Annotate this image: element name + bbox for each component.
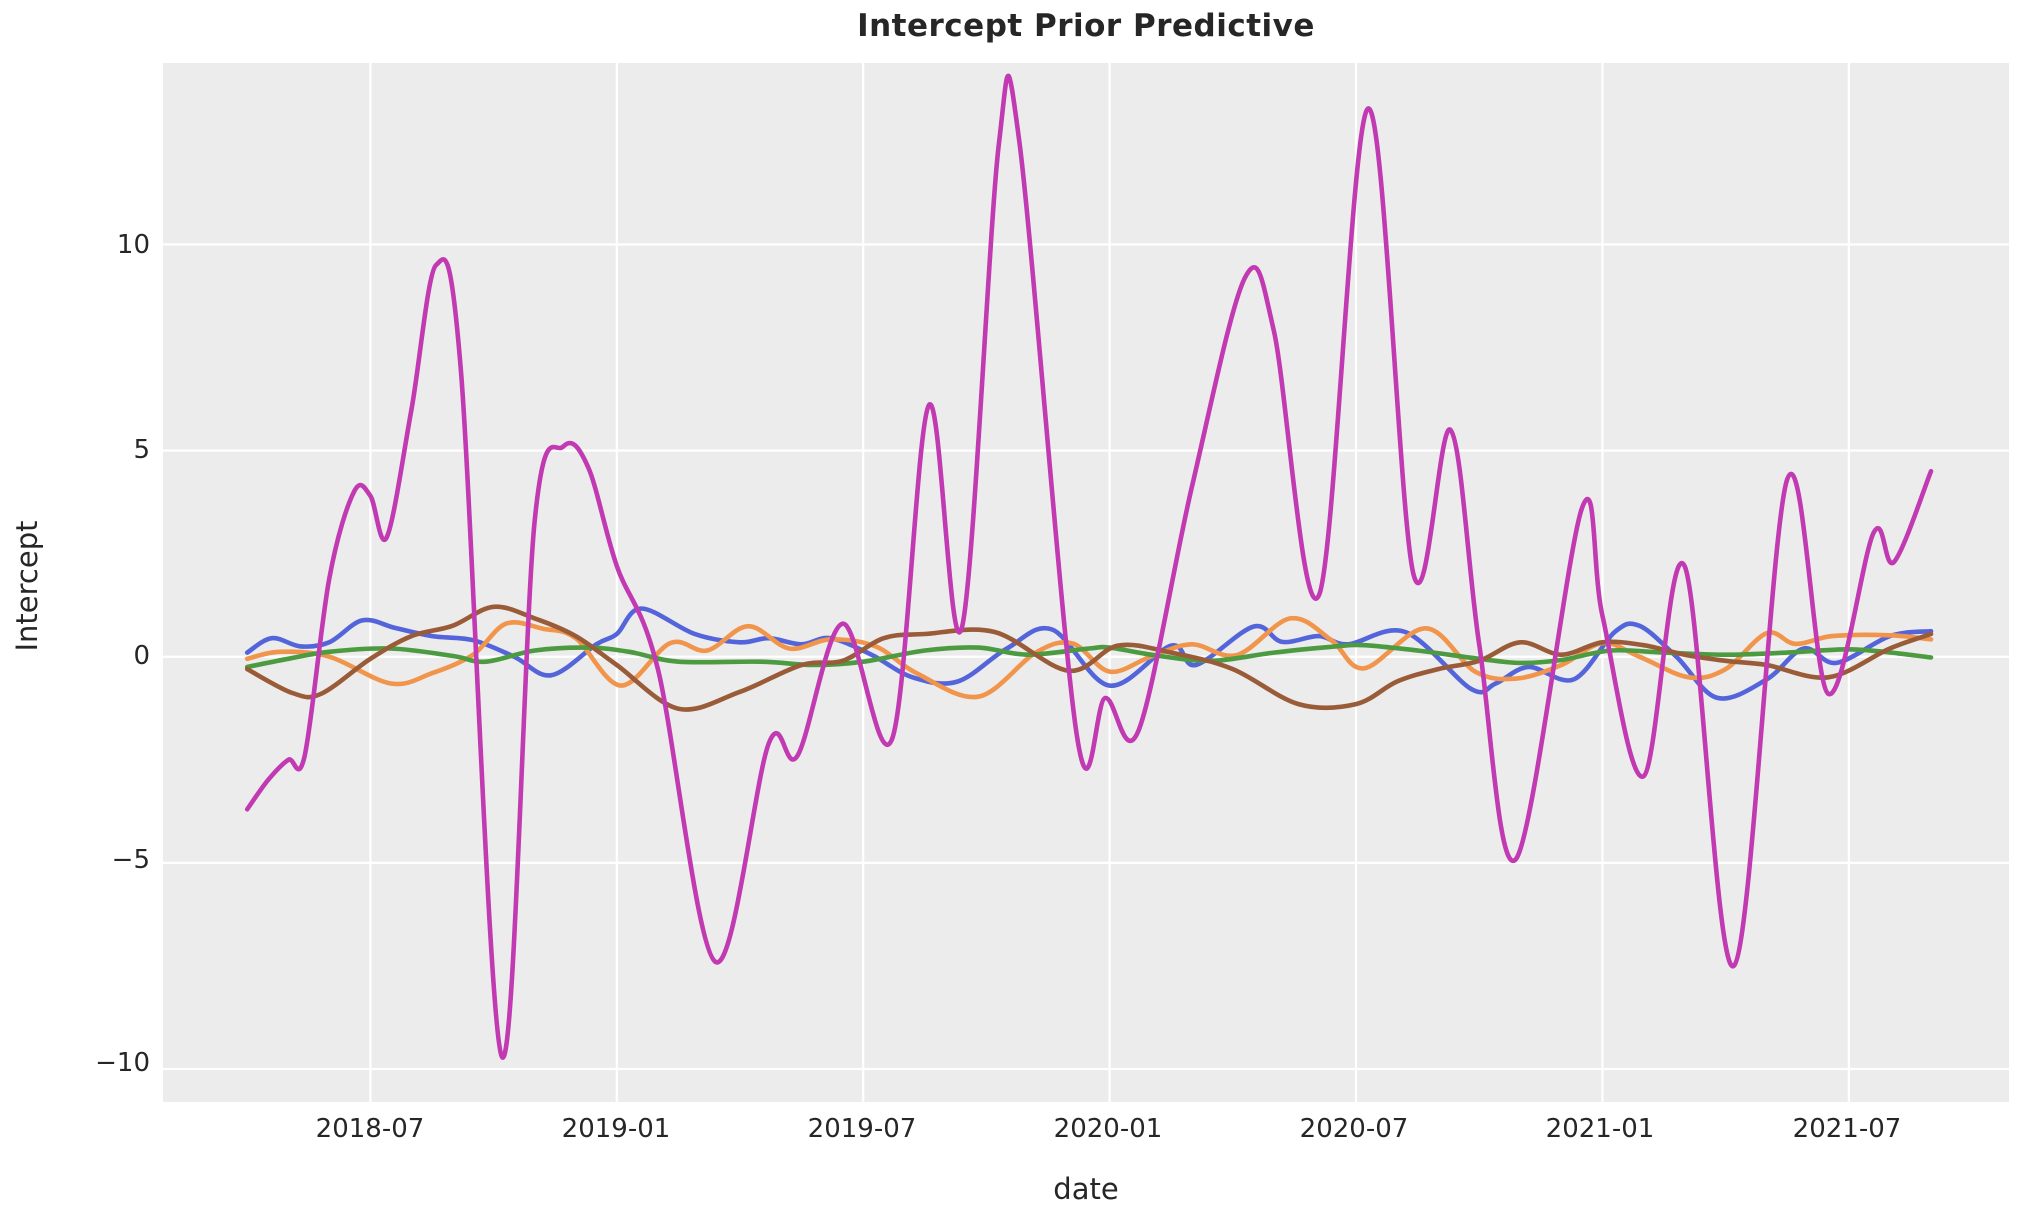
- x-tick-label-2020-01: 2020-01: [1053, 1114, 1163, 1144]
- series-line-4: [244, 604, 1934, 712]
- x-tick-label-2018-07: 2018-07: [315, 1114, 425, 1144]
- y-tick-label-neg5: −5: [111, 845, 150, 875]
- x-tick-label-2019-07: 2019-07: [807, 1114, 917, 1144]
- series-line-3: [244, 642, 1934, 670]
- x-tick-label-2021-07: 2021-07: [1792, 1114, 1902, 1144]
- x-tick-label-2020-07: 2020-07: [1299, 1114, 1409, 1144]
- y-tick-label-5: 5: [133, 435, 150, 465]
- x-tick-label-2021-01: 2021-01: [1545, 1114, 1655, 1144]
- x-tick-label-2019-01: 2019-01: [561, 1114, 671, 1144]
- y-tick-label-10: 10: [116, 230, 150, 260]
- x-axis-label: date: [1053, 1172, 1119, 1206]
- series-line-5: [244, 73, 1934, 1060]
- y-tick-label-neg10: −10: [95, 1048, 150, 1078]
- y-axis-label: Intercept: [10, 520, 44, 652]
- y-tick-label-0: 0: [133, 641, 150, 671]
- chart-title: Intercept Prior Predictive: [857, 8, 1315, 44]
